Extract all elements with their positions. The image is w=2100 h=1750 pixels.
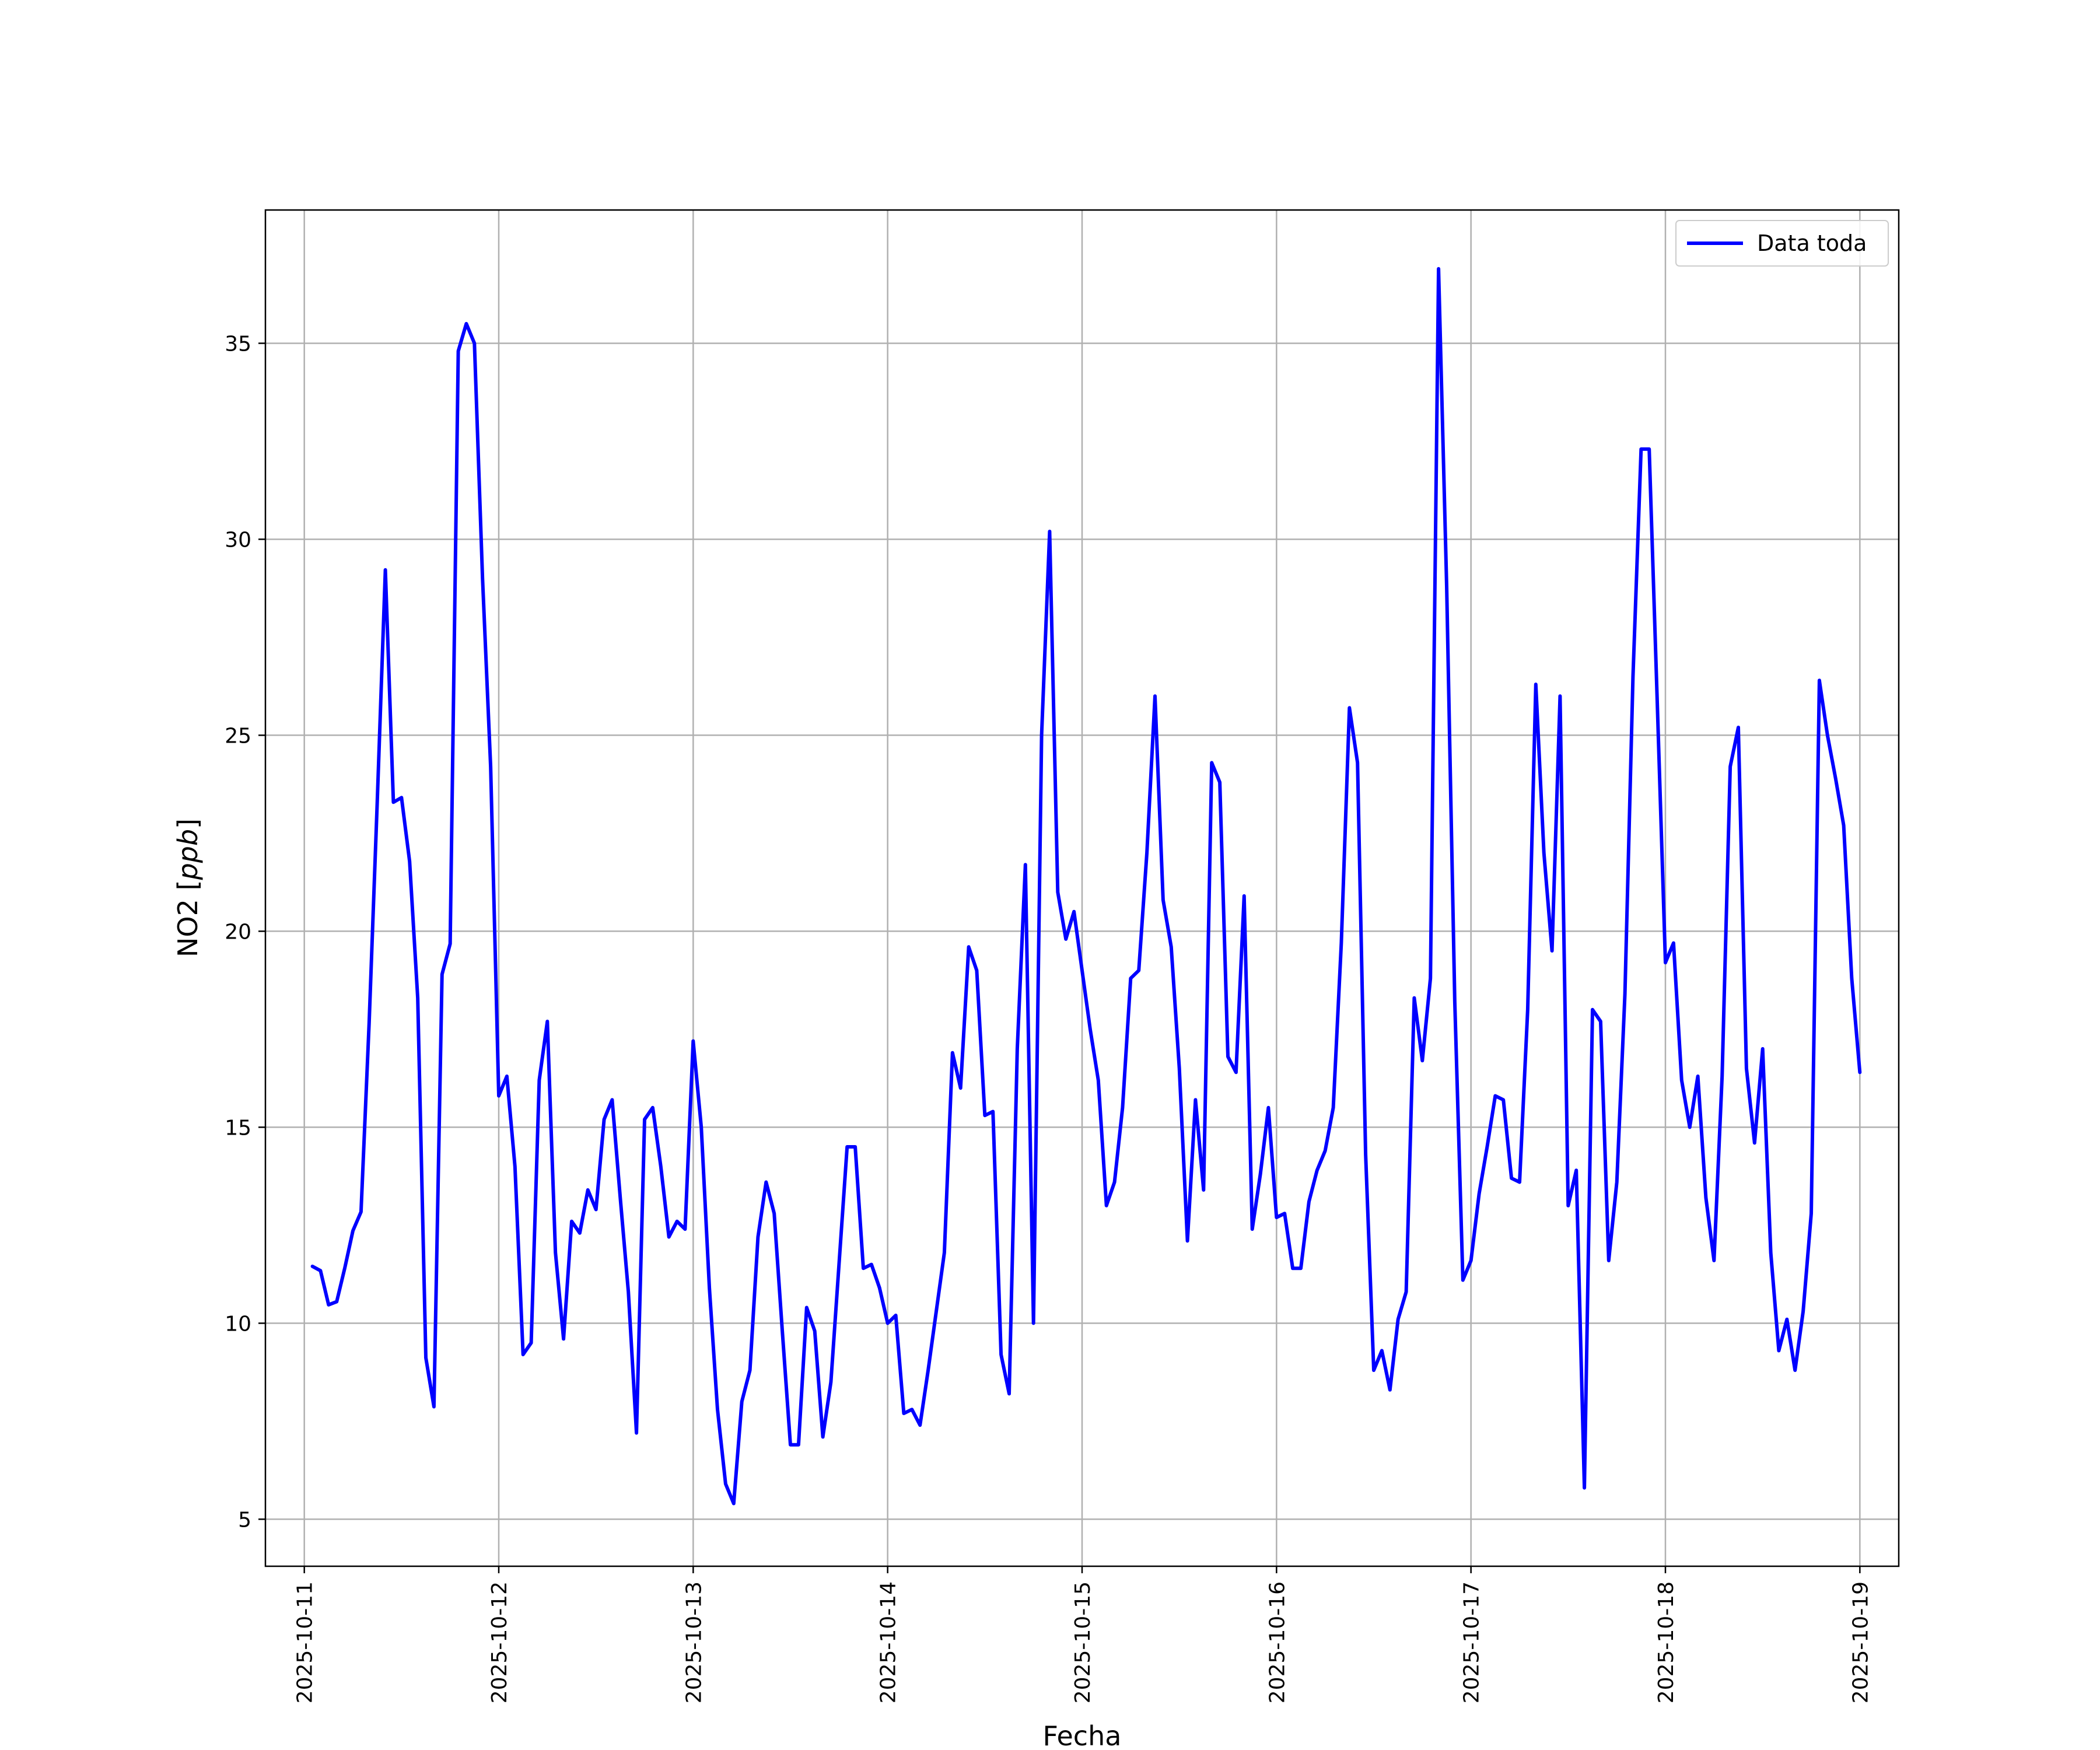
x-tick-label: 2025-10-16	[1265, 1581, 1289, 1703]
legend-label-data-toda: Data toda	[1757, 230, 1867, 256]
x-tick-label: 2025-10-18	[1654, 1581, 1678, 1703]
y-axis-title-text: NO2	[172, 899, 204, 957]
x-tick-label: 2025-10-15	[1071, 1581, 1095, 1703]
x-tick-label: 2025-10-14	[877, 1581, 901, 1703]
y-tick-label: 5	[238, 1508, 251, 1532]
y-axis-title-unit: ppb	[172, 829, 204, 881]
y-tick-label: 25	[225, 724, 251, 748]
x-tick-label: 2025-10-12	[488, 1581, 512, 1703]
legend: Data toda	[1675, 220, 1889, 267]
axis-ticks: 5 10 15 20 25 30 35 2025-10-11 2025-10-12 2025-10…	[225, 332, 1873, 1703]
legend-box	[1675, 220, 1889, 267]
grid	[265, 210, 1899, 1566]
y-tick-label: 10	[225, 1312, 251, 1336]
y-tick-label: 20	[225, 920, 251, 944]
y-tick-label: 15	[225, 1116, 251, 1140]
series-layer	[310, 267, 1862, 1506]
y-axis-title: NO2 [ppb]	[172, 818, 204, 957]
x-tick-label: 2025-10-11	[293, 1581, 317, 1703]
series-line-0	[310, 267, 1862, 1506]
x-axis-title: Fecha	[1043, 1720, 1122, 1750]
y-tick-label: 35	[225, 332, 251, 356]
y-tick-label: 30	[225, 528, 251, 552]
x-tick-label: 2025-10-13	[682, 1581, 706, 1703]
x-tick-label: 2025-10-19	[1849, 1581, 1873, 1703]
x-tick-label: 2025-10-17	[1460, 1581, 1484, 1703]
